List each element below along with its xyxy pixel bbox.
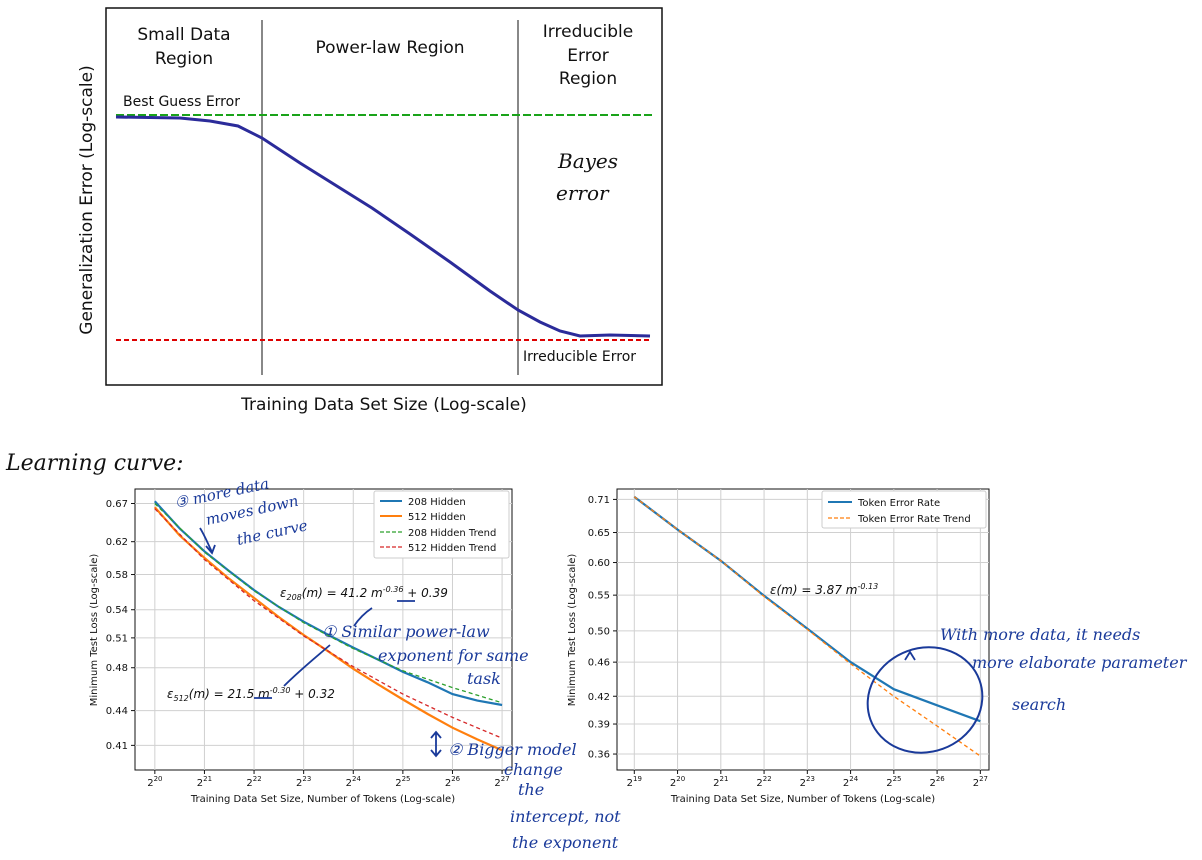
equation-208: ε208(m) = 41.2 m-0.36 + 0.39: [280, 585, 448, 602]
chart-left: 220 221 222 223 224 225 226 227 0.67 0.62 0.58 0.54…: [89, 488, 513, 805]
note2-arrow: [430, 730, 442, 758]
right-series-token-error-rate-trend: [633, 496, 981, 757]
right-series-group: [633, 495, 981, 757]
left-xtick-label: 227: [494, 775, 509, 789]
legend-ter-label: Token Error Rate: [857, 498, 940, 509]
left-legend: 208 Hidden 512 Hidden 208 Hidden Trend 5…: [373, 490, 510, 559]
section-label: Learning curve:: [5, 451, 184, 476]
legend-208-trend-label: 208 Hidden Trend: [408, 528, 496, 539]
left-ytick-label: 0.51: [106, 633, 128, 644]
left-series-group: [153, 500, 503, 752]
best-guess-label: Best Guess Error: [123, 94, 240, 110]
right-ytick-label: 0.65: [588, 528, 610, 539]
left-xtick-label: 220: [147, 775, 162, 789]
note-right-line3: search: [1012, 695, 1066, 714]
region-label-irr-3: Region: [559, 69, 617, 89]
note2-line5: the exponent: [512, 833, 619, 852]
region-label-irr-2: Error: [567, 46, 608, 66]
left-xtick-label: 223: [296, 775, 311, 789]
right-legend-box: [821, 490, 987, 529]
left-xlabel: Training Data Set Size, Number of Tokens…: [190, 794, 455, 805]
chart-right: 219 220 221 222 223 224 225 226 227 0.71 0.65 0.60 0…: [567, 488, 990, 805]
region-label-small-2: Region: [155, 49, 213, 69]
note1-line1: ① Similar power-law: [322, 622, 490, 641]
top-ylabel: Generalization Error (Log-scale): [77, 65, 97, 334]
note-right-line1: With more data, it needs: [940, 625, 1140, 644]
note3-arrow: [199, 527, 213, 553]
left-xtick-label: 225: [395, 775, 410, 789]
right-ytick-label: 0.46: [588, 658, 610, 669]
right-legend: Token Error Rate Token Error Rate Trend: [821, 490, 987, 529]
right-xtick-label: 227: [973, 775, 988, 789]
left-series-512-hidden-trend: [154, 508, 503, 739]
left-ytick-label: 0.58: [106, 570, 128, 581]
equation-512: ε512(m) = 21.5 m-0.30 + 0.32: [167, 686, 335, 703]
note2-line1: ② Bigger model: [448, 740, 577, 759]
right-xtick-label: 221: [713, 775, 728, 789]
right-xtick-label: 224: [843, 775, 859, 789]
right-ytick-label: 0.36: [588, 750, 610, 761]
right-ticks: 219 220 221 222 223 224 225 226 227 0.71 0.65 0.60 0…: [588, 495, 988, 789]
left-legend-box: [373, 490, 510, 559]
note1-arrow-down: [283, 644, 331, 687]
right-plot-area: [616, 488, 990, 771]
note1-arrow-up: [353, 607, 373, 627]
left-ticks: 220 221 222 223 224 225 226 227 0.67 0.62 0.58 0.54…: [106, 499, 510, 789]
note-right-ellipse: [866, 646, 984, 754]
legend-208-label: 208 Hidden: [408, 497, 466, 508]
legend-512-label: 512 Hidden: [408, 512, 466, 523]
right-xtick-label: 219: [627, 775, 642, 789]
left-ytick-label: 0.62: [106, 537, 128, 548]
right-ytick-label: 0.50: [588, 626, 610, 637]
note3-arrowhead: [205, 544, 216, 555]
top-chart-frame: [105, 7, 663, 386]
left-xtick-label: 221: [197, 775, 212, 789]
note1-line2: exponent for same: [378, 646, 529, 665]
note2-line4: intercept, not: [510, 807, 621, 826]
right-ytick-label: 0.71: [588, 495, 610, 506]
bayes-note-1: Bayes: [557, 149, 618, 173]
top-xlabel: Training Data Set Size (Log-scale): [240, 395, 527, 415]
irreducible-label: Irreducible Error: [523, 349, 636, 365]
left-series-208-hidden-trend: [154, 503, 503, 704]
right-ytick-label: 0.42: [588, 692, 610, 703]
bayes-note-2: error: [556, 181, 610, 205]
right-ylabel: Minimum Test Loss (Log-scale): [567, 554, 578, 707]
left-xtick-label: 226: [445, 775, 461, 789]
right-xtick-label: 226: [929, 775, 945, 789]
left-ylabel: Minimum Test Loss (Log-scale): [89, 554, 100, 707]
top-chart: Small Data Region Power-law Region Irred…: [77, 7, 663, 415]
region-label-irr-1: Irreducible: [543, 22, 633, 42]
legend-512-trend-label: 512 Hidden Trend: [408, 543, 496, 554]
left-ytick-label: 0.54: [106, 605, 128, 616]
left-ytick-label: 0.44: [106, 706, 128, 717]
right-xtick-label: 225: [886, 775, 901, 789]
right-xtick-label: 220: [670, 775, 685, 789]
right-grid: [617, 489, 989, 770]
note2-line3: the: [518, 780, 544, 799]
generalization-curve: [115, 115, 651, 338]
right-xtick-label: 223: [800, 775, 815, 789]
right-ytick-label: 0.55: [588, 591, 610, 602]
legend-ter-trend-label: Token Error Rate Trend: [857, 514, 971, 525]
region-label-small-1: Small Data: [137, 25, 230, 45]
left-ytick-label: 0.48: [106, 663, 128, 674]
right-xtick-label: 222: [756, 775, 771, 789]
region-label-power: Power-law Region: [315, 38, 464, 58]
right-xlabel: Training Data Set Size, Number of Tokens…: [670, 794, 935, 805]
right-ytick-label: 0.60: [588, 558, 610, 569]
note-right-line2: more elaborate parameter: [972, 653, 1188, 672]
left-ytick-label: 0.41: [106, 741, 128, 752]
note-right-arrow: [904, 650, 916, 661]
note1-line3: task: [467, 669, 501, 688]
note2-line2: change: [504, 760, 563, 779]
equation-ter: ε(m) = 3.87 m-0.13: [770, 582, 878, 597]
right-ytick-label: 0.39: [588, 720, 610, 731]
left-xtick-label: 222: [246, 775, 261, 789]
left-xtick-label: 224: [346, 775, 362, 789]
left-ytick-label: 0.67: [106, 499, 128, 510]
